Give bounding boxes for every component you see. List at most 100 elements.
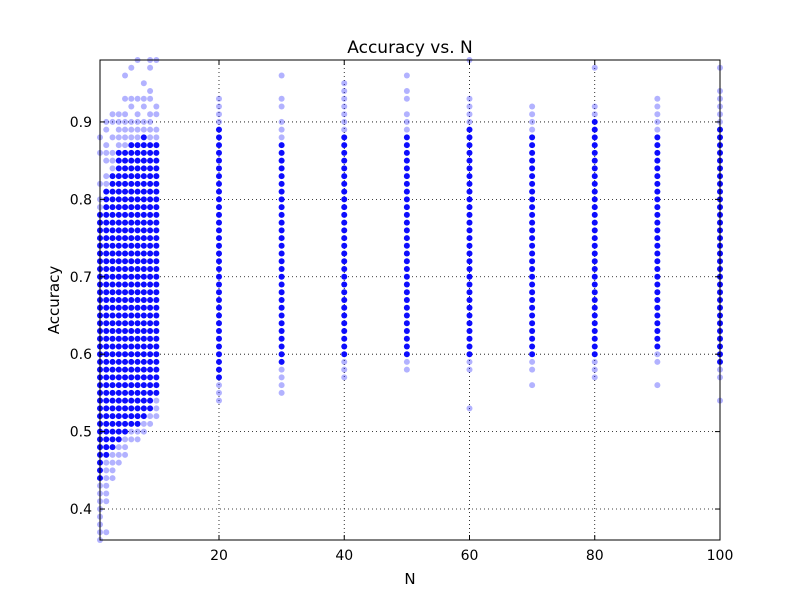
data-point	[147, 196, 154, 203]
data-point	[128, 428, 135, 435]
data-points	[97, 57, 723, 543]
data-point	[128, 157, 135, 164]
data-point	[115, 157, 122, 164]
data-point	[278, 258, 285, 265]
data-point	[403, 289, 410, 296]
data-point	[115, 343, 122, 350]
data-point	[115, 281, 122, 288]
data-point	[147, 389, 154, 396]
data-point	[278, 103, 285, 110]
data-point	[140, 188, 147, 195]
y-tick-label: 0.5	[70, 425, 92, 441]
data-point	[109, 444, 116, 451]
data-point	[529, 196, 536, 203]
data-point	[529, 134, 536, 141]
data-point	[115, 297, 122, 303]
data-point	[153, 281, 160, 288]
data-point	[103, 428, 110, 435]
data-point	[122, 413, 129, 420]
data-point	[654, 188, 661, 195]
data-point	[115, 227, 122, 234]
data-point	[134, 266, 141, 273]
data-point	[103, 196, 110, 203]
data-point	[103, 389, 110, 396]
data-point	[529, 250, 536, 257]
data-point	[278, 149, 285, 156]
data-point	[134, 358, 141, 365]
data-point	[134, 180, 141, 187]
data-point	[591, 266, 598, 273]
data-point	[109, 428, 116, 435]
data-point	[466, 227, 473, 234]
data-point	[103, 149, 110, 156]
data-point	[147, 358, 154, 365]
data-point	[122, 173, 129, 180]
data-point	[109, 297, 116, 303]
data-point	[153, 366, 160, 373]
data-point	[654, 235, 661, 242]
data-point	[109, 173, 116, 180]
data-point	[103, 118, 110, 125]
data-point	[403, 304, 410, 311]
data-point	[109, 157, 116, 164]
data-point	[122, 304, 129, 311]
data-point	[466, 242, 473, 249]
data-point	[529, 111, 536, 118]
data-point	[153, 165, 160, 172]
data-point	[403, 111, 410, 118]
data-point	[403, 250, 410, 257]
data-point	[103, 211, 110, 218]
data-point	[103, 459, 110, 466]
data-point	[109, 413, 116, 420]
data-point	[215, 235, 222, 242]
data-point	[128, 266, 135, 273]
data-point	[103, 219, 110, 226]
data-point	[403, 87, 410, 94]
data-point	[153, 374, 160, 381]
data-point	[147, 335, 154, 342]
data-point	[109, 219, 116, 226]
data-point	[591, 211, 598, 218]
data-point	[122, 165, 129, 172]
data-point	[122, 366, 129, 373]
data-point	[591, 126, 598, 133]
data-point	[341, 258, 348, 265]
data-point	[529, 126, 536, 133]
data-point	[278, 180, 285, 187]
data-point	[134, 312, 141, 319]
data-point	[278, 366, 285, 373]
data-point	[140, 165, 147, 172]
data-point	[122, 397, 129, 404]
data-point	[147, 235, 154, 242]
y-axis-label: Accuracy	[45, 266, 63, 335]
data-point	[654, 227, 661, 234]
data-point	[103, 529, 110, 536]
data-point	[147, 405, 154, 412]
data-point	[466, 273, 473, 280]
data-point	[529, 188, 536, 195]
data-point	[115, 436, 122, 443]
data-point	[147, 397, 154, 404]
data-point	[115, 358, 122, 365]
data-point	[278, 235, 285, 242]
data-point	[215, 219, 222, 226]
data-point	[134, 327, 141, 334]
data-point	[403, 327, 410, 334]
data-point	[215, 103, 222, 110]
data-point	[134, 126, 141, 133]
data-point	[341, 142, 348, 149]
data-point	[654, 211, 661, 218]
data-point	[140, 312, 147, 319]
data-point	[403, 72, 410, 79]
data-point	[591, 235, 598, 242]
data-point	[341, 219, 348, 226]
data-point	[134, 374, 141, 381]
data-point	[153, 258, 160, 265]
data-point	[147, 95, 154, 102]
data-point	[103, 204, 110, 211]
data-point	[128, 95, 135, 102]
data-point	[140, 343, 147, 350]
data-point	[466, 126, 473, 133]
data-point	[403, 180, 410, 187]
data-point	[654, 134, 661, 141]
